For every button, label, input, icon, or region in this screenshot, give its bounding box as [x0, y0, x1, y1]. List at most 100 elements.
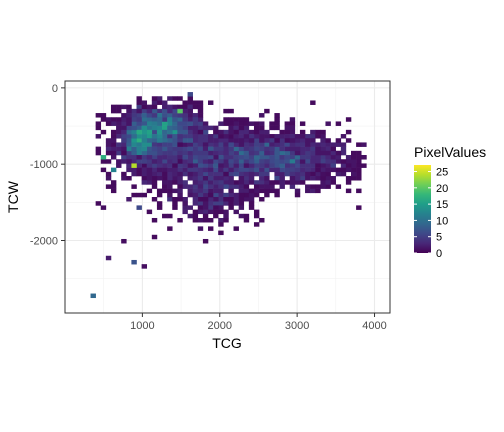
- heatmap-tile: [228, 180, 234, 185]
- heatmap-tile: [156, 121, 163, 126]
- heatmap-tile: [177, 121, 183, 126]
- heatmap-tile: [228, 108, 234, 114]
- heatmap-tile: [208, 192, 214, 198]
- heatmap-tile: [284, 163, 291, 168]
- heatmap-tile: [243, 125, 250, 131]
- heatmap-tile: [310, 188, 316, 194]
- heatmap-tile: [202, 163, 209, 168]
- heatmap-tile: [177, 150, 183, 156]
- heatmap-tile: [197, 217, 204, 223]
- heatmap-tile: [156, 117, 163, 122]
- heatmap-tile: [116, 129, 122, 135]
- heatmap-tile: [238, 142, 245, 147]
- heatmap-tile: [116, 159, 122, 164]
- heatmap-tile: [223, 163, 229, 168]
- heatmap-tile: [105, 159, 112, 164]
- heatmap-tile: [197, 138, 204, 143]
- heatmap-tile: [197, 104, 204, 110]
- heatmap-tile: [243, 121, 250, 126]
- heatmap-tile: [167, 167, 173, 173]
- heatmap-tile: [233, 197, 239, 202]
- heatmap-tile: [218, 163, 224, 168]
- heatmap-tile: [356, 167, 362, 173]
- heatmap-tile: [202, 171, 209, 177]
- heatmap-tile: [100, 113, 107, 118]
- heatmap-tile: [121, 104, 127, 110]
- heatmap-tile: [310, 129, 316, 135]
- heatmap-tile: [197, 100, 204, 105]
- heatmap-tile: [156, 100, 163, 105]
- heatmap-tile: [356, 159, 362, 164]
- heatmap-tile: [345, 180, 352, 185]
- heatmap-tile: [264, 134, 270, 139]
- heatmap-tile: [192, 167, 199, 173]
- heatmap-tile: [305, 146, 311, 152]
- heatmap-tile: [259, 142, 265, 147]
- heatmap-tile: [182, 108, 188, 114]
- heatmap-tile: [116, 108, 122, 114]
- heatmap-tile: [146, 146, 153, 152]
- heatmap-tile: [110, 146, 117, 152]
- heatmap-tile: [274, 163, 280, 168]
- heatmap-tile: [136, 163, 142, 168]
- heatmap-tile: [274, 176, 280, 181]
- heatmap-tile: [218, 192, 224, 198]
- heatmap-tile: [233, 171, 239, 177]
- heatmap-tile: [131, 167, 137, 173]
- heatmap-tile: [162, 184, 168, 189]
- heatmap-tile: [110, 142, 117, 147]
- heatmap-tile: [253, 159, 260, 164]
- heatmap-tile: [208, 155, 214, 160]
- heatmap-tile: [187, 125, 193, 131]
- heatmap-tile: [274, 171, 280, 177]
- heatmap-tile: [156, 96, 163, 101]
- heatmap-tile: [228, 155, 234, 160]
- heatmap-tile: [182, 150, 188, 156]
- heatmap-tile: [141, 171, 148, 177]
- heatmap-tile: [289, 180, 296, 185]
- heatmap-tile: [340, 146, 347, 152]
- heatmap-tile: [259, 217, 265, 223]
- heatmap-tile: [279, 180, 285, 185]
- heatmap-tile: [116, 150, 122, 156]
- heatmap-tile: [141, 142, 148, 147]
- heatmap-tile: [172, 113, 178, 118]
- heatmap-tile: [131, 184, 137, 189]
- heatmap-tile: [279, 142, 285, 147]
- heatmap-tile: [233, 180, 239, 185]
- heatmap-tile: [238, 184, 245, 189]
- heatmap-tile: [248, 138, 255, 143]
- heatmap-tile: [340, 150, 347, 156]
- heatmap-tile: [131, 108, 137, 114]
- heatmap-tile: [197, 197, 204, 202]
- heatmap-tile: [177, 129, 183, 135]
- heatmap-tile: [197, 184, 204, 189]
- heatmap-tile: [228, 146, 234, 152]
- heatmap-tile: [345, 117, 352, 122]
- heatmap-tile: [264, 142, 270, 147]
- heatmap-tile: [162, 146, 168, 152]
- heatmap-tile: [202, 188, 209, 194]
- heatmap-tile: [228, 188, 234, 194]
- heatmap-tile: [243, 155, 250, 160]
- heatmap-tile: [253, 180, 260, 185]
- heatmap-tile: [162, 163, 168, 168]
- heatmap-tile: [192, 125, 199, 131]
- heatmap-tile: [146, 167, 153, 173]
- heatmap-tile: [228, 201, 234, 206]
- heatmap-tile: [136, 100, 142, 105]
- heatmap-tile: [356, 205, 362, 210]
- heatmap-tile: [202, 159, 209, 164]
- heatmap-tile: [248, 188, 255, 194]
- heatmap-tile: [330, 150, 336, 156]
- heatmap-tile: [238, 171, 245, 177]
- heatmap-tile: [315, 150, 321, 156]
- heatmap-tile: [131, 142, 137, 147]
- heatmap-tile: [218, 167, 224, 173]
- heatmap-tile: [110, 184, 117, 189]
- heatmap-tile: [197, 142, 204, 147]
- heatmap-tile: [238, 125, 245, 131]
- heatmap-tile: [294, 192, 301, 198]
- heatmap-tile: [238, 155, 245, 160]
- heatmap-tile: [131, 113, 137, 118]
